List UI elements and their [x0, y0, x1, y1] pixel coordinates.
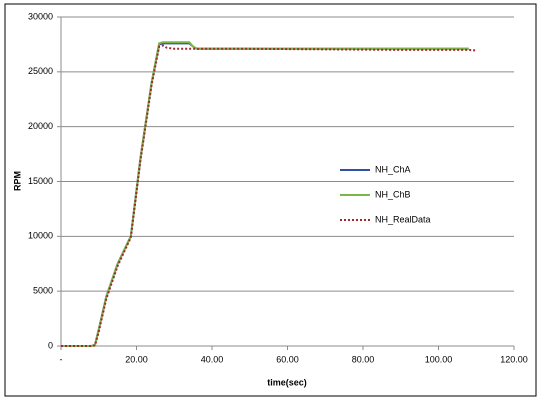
chart-frame [4, 3, 537, 397]
y-tick-label: 25000 [28, 66, 53, 76]
legend-label: NH_ChB [375, 189, 411, 199]
legend-label: NH_ChA [375, 164, 411, 174]
series-line [61, 44, 477, 347]
series-line [61, 41, 469, 347]
x-tick-label: - [60, 354, 63, 364]
x-tick-label: 40.00 [201, 354, 224, 364]
x-axis-title: time(sec) [267, 377, 307, 387]
y-tick-label: 30000 [28, 11, 53, 21]
y-tick-label: 15000 [28, 176, 53, 186]
y-tick-label: 20000 [28, 121, 53, 131]
y-tick-label: 0 [48, 340, 53, 350]
x-tick-label: 80.00 [352, 354, 375, 364]
legend-label: NH_RealData [375, 214, 431, 224]
x-tick-label: 60.00 [276, 354, 299, 364]
x-tick-label: 100.00 [425, 354, 453, 364]
y-axis-title: RPM [12, 171, 22, 191]
x-tick-label: 120.00 [500, 354, 528, 364]
x-tick-label: 20.00 [125, 354, 148, 364]
y-tick-label: 5000 [33, 286, 53, 296]
y-tick-label: 10000 [28, 231, 53, 241]
